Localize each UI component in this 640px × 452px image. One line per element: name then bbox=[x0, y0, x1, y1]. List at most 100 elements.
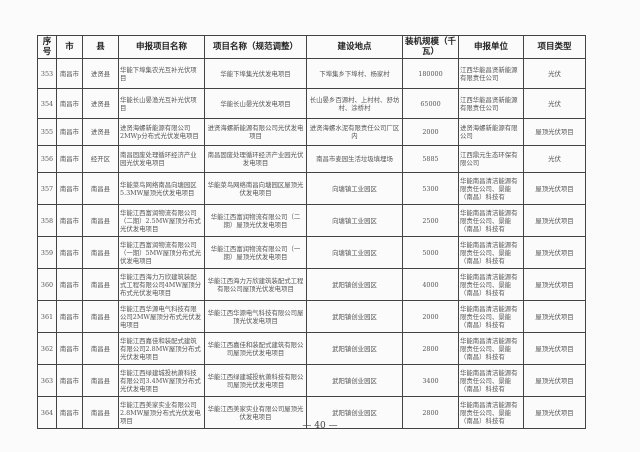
cell-county: 南昌县 bbox=[82, 172, 119, 205]
cell-standard-project-name: 华能菜鸟网络南昌向塘园区屋顶光伏发电项目 bbox=[204, 172, 307, 205]
cell-county: 进贤县 bbox=[82, 58, 119, 89]
cell-city: 南昌市 bbox=[56, 145, 83, 173]
cell-city: 南昌市 bbox=[56, 58, 83, 89]
cell-standard-project-name: 华能江西绿建城投杭萧科技有限公司屋顶光伏发电项目 bbox=[204, 364, 307, 397]
cell-city: 南昌市 bbox=[56, 364, 83, 397]
cell-county: 南昌县 bbox=[82, 268, 119, 301]
header-serial: 序号 bbox=[37, 35, 57, 59]
cell-capacity: 5885 bbox=[402, 145, 459, 173]
cell-applicant: 华能南昌清洁能源有限责任公司、景能（南昌）科技有 bbox=[458, 332, 524, 365]
cell-city: 南昌市 bbox=[56, 236, 83, 269]
cell-project-type: 光伏 bbox=[523, 145, 586, 173]
cell-standard-project-name: 南昌固废处理循环经济产业园光伏发电项目 bbox=[204, 145, 307, 173]
cell-location: 向塘镇工业园区 bbox=[306, 236, 403, 269]
cell-declared-project-name: 华能江西富润物流有限公司（二期）2.5MW屋顶分布式光伏发电项目 bbox=[118, 204, 205, 237]
cell-applicant: 进贤海螺新能源有限公司 bbox=[458, 118, 524, 146]
cell-applicant: 江西华能昌贤新能源有限责任公司 bbox=[458, 88, 524, 119]
cell-county: 南昌县 bbox=[82, 204, 119, 237]
cell-applicant: 江西鼎元生态环保有限公司 bbox=[458, 145, 524, 173]
cell-project-type: 光伏 bbox=[523, 58, 586, 89]
project-table: 序号市县申报项目名称 项目名称（规范调整） 建设地点 装机规模（千瓦） 申报单位 项目类型… bbox=[37, 35, 586, 429]
cell-capacity: 3400 bbox=[402, 364, 459, 397]
cell-declared-project-name: 华能江西嘉佳和装配式建筑有限公司2.8MW屋顶分布式光伏发电项目 bbox=[118, 332, 205, 365]
cell-project-type: 屋顶光伏项目 bbox=[523, 118, 586, 146]
cell-capacity: 2500 bbox=[402, 204, 459, 237]
cell-county: 进贤县 bbox=[82, 88, 119, 119]
table-row: 361 南昌市 南昌县 华能江西华源电气科技有限公司2MW屋顶分布式光伏发电项目 华能江… bbox=[37, 300, 586, 333]
cell-capacity: 2800 bbox=[402, 332, 459, 365]
cell-city: 南昌市 bbox=[56, 332, 83, 365]
cell-serial: 361 bbox=[37, 300, 57, 333]
table-row: 364 南昌市 南昌县 华能江西美家实业有限公司2.8MW屋顶分布式光伏发电项目 华能江… bbox=[37, 396, 586, 429]
cell-declared-project-name: 华能下埠集农光互补光伏项目 bbox=[118, 58, 205, 89]
cell-applicant: 江西华能昌贤新能源有限责任公司 bbox=[458, 58, 524, 89]
cell-county: 南昌县 bbox=[82, 332, 119, 365]
cell-applicant: 华能南昌清洁能源有限责任公司、景能（南昌）科技有 bbox=[458, 268, 524, 301]
cell-county: 经开区 bbox=[82, 145, 119, 173]
cell-declared-project-name: 华能长山晏渔光互补光伏项目 bbox=[118, 88, 205, 119]
header-county: 县 bbox=[82, 35, 119, 59]
cell-standard-project-name: 华能江西富润物流有限公司（二期）屋顶光伏发电项目 bbox=[204, 204, 307, 237]
header-capacity: 装机规模（千瓦） bbox=[402, 35, 459, 59]
cell-location: 南昌市麦园生活垃圾填埋场 bbox=[306, 145, 403, 173]
table-row: 362 南昌市 南昌县 华能江西嘉佳和装配式建筑有限公司2.8MW屋顶分布式光伏发电项… bbox=[37, 332, 586, 365]
header-applicant: 申报单位 bbox=[458, 35, 524, 59]
page-number: — 40 — bbox=[302, 421, 338, 431]
cell-capacity: 2000 bbox=[402, 118, 459, 146]
cell-city: 南昌市 bbox=[56, 118, 83, 146]
cell-city: 南昌市 bbox=[56, 88, 83, 119]
table-row: 363 南昌市 南昌县 华能江西绿建城投杭萧科技有限公司3.4MW屋顶分布式光伏发电项… bbox=[37, 364, 586, 397]
cell-capacity: 4000 bbox=[402, 268, 459, 301]
table-row: 354 南昌市 进贤县 华能长山晏渔光互补光伏项目 华能长山晏光伏发电项目 长山晏乡百源村… bbox=[37, 88, 586, 119]
cell-project-type: 屋顶光伏项目 bbox=[523, 268, 586, 301]
cell-serial: 362 bbox=[37, 332, 57, 365]
cell-serial: 359 bbox=[37, 236, 57, 269]
cell-serial: 357 bbox=[37, 172, 57, 205]
cell-standard-project-name: 华能下埠集光伏发电项目 bbox=[204, 58, 307, 89]
header-project-type: 项目类型 bbox=[523, 35, 586, 59]
cell-standard-project-name: 华能江西海力万欣建筑装配式工程有限公司屋顶光伏发电项目 bbox=[204, 268, 307, 301]
cell-location: 武阳镇创业园区 bbox=[306, 300, 403, 333]
cell-applicant: 华能南昌清洁能源有限责任公司、景能（南昌）科技有 bbox=[458, 236, 524, 269]
table-row: 360 南昌市 南昌县 华能江西海力万欣建筑装配式工程有限公司4MW屋顶分布式光伏发电… bbox=[37, 268, 586, 301]
cell-location: 武阳镇创业园区 bbox=[306, 332, 403, 365]
cell-project-type: 屋顶光伏项目 bbox=[523, 172, 586, 205]
cell-project-type: 屋顶光伏项目 bbox=[523, 300, 586, 333]
cell-county: 南昌县 bbox=[82, 300, 119, 333]
cell-project-type: 屋顶光伏项目 bbox=[523, 332, 586, 365]
cell-location: 向塘镇工业园区 bbox=[306, 204, 403, 237]
cell-standard-project-name: 华能江西富润物流有限公司（一期）屋顶光伏发电项目 bbox=[204, 236, 307, 269]
cell-serial: 363 bbox=[37, 364, 57, 397]
cell-declared-project-name: 华能江西绿建城投杭萧科技有限公司3.4MW屋顶分布式光伏发电项目 bbox=[118, 364, 205, 397]
cell-applicant: 华能南昌清洁能源有限责任公司、景能（南昌）科技有 bbox=[458, 300, 524, 333]
cell-declared-project-name: 进贤海螺新能源有限公司2MWp分布式光伏发电项目 bbox=[118, 118, 205, 146]
cell-location: 进贤海螺水泥有限责任公司厂区内 bbox=[306, 118, 403, 146]
cell-city: 南昌市 bbox=[56, 204, 83, 237]
cell-applicant: 华能南昌清洁能源有限责任公司、景能（南昌）科技有 bbox=[458, 364, 524, 397]
cell-county: 南昌县 bbox=[82, 364, 119, 397]
cell-project-type: 屋顶光伏项目 bbox=[523, 236, 586, 269]
cell-declared-project-name: 华能江西华源电气科技有限公司2MW屋顶分布式光伏发电项目 bbox=[118, 300, 205, 333]
cell-standard-project-name: 华能江西美家实业有限公司屋顶光伏发电项目 bbox=[204, 396, 307, 429]
cell-serial: 358 bbox=[37, 204, 57, 237]
header-standard-project-name: 项目名称（规范调整） bbox=[204, 35, 307, 59]
cell-location: 武阳镇创业园区 bbox=[306, 396, 403, 429]
cell-serial: 354 bbox=[37, 88, 57, 119]
cell-standard-project-name: 华能长山晏光伏发电项目 bbox=[204, 88, 307, 119]
cell-applicant: 华能南昌清洁能源有限责任公司、景能（南昌）科技有 bbox=[458, 396, 524, 429]
cell-declared-project-name: 华能菜鸟网络南昌向塘园区5.3MW屋顶光伏发电项目 bbox=[118, 172, 205, 205]
header-declared-project-name: 申报项目名称 bbox=[118, 35, 205, 59]
header-row: 序号市县申报项目名称 项目名称（规范调整） 建设地点 装机规模（千瓦） 申报单位 项目类型 bbox=[37, 35, 586, 59]
cell-county: 进贤县 bbox=[82, 118, 119, 146]
cell-project-type: 屋顶光伏项目 bbox=[523, 364, 586, 397]
cell-city: 南昌市 bbox=[56, 268, 83, 301]
cell-declared-project-name: 华能江西海力万欣建筑装配式工程有限公司4MW屋顶分布式光伏发电项目 bbox=[118, 268, 205, 301]
cell-project-type: 光伏 bbox=[523, 88, 586, 119]
cell-location: 向塘镇工业园区 bbox=[306, 172, 403, 205]
cell-location: 武阳镇创业园区 bbox=[306, 268, 403, 301]
cell-city: 南昌市 bbox=[56, 396, 83, 429]
cell-capacity: 2800 bbox=[402, 396, 459, 429]
table-row: 355 南昌市 进贤县 进贤海螺新能源有限公司2MWp分布式光伏发电项目 进贤海螺新能源… bbox=[37, 118, 586, 146]
cell-county: 南昌县 bbox=[82, 236, 119, 269]
cell-serial: 353 bbox=[37, 58, 57, 89]
